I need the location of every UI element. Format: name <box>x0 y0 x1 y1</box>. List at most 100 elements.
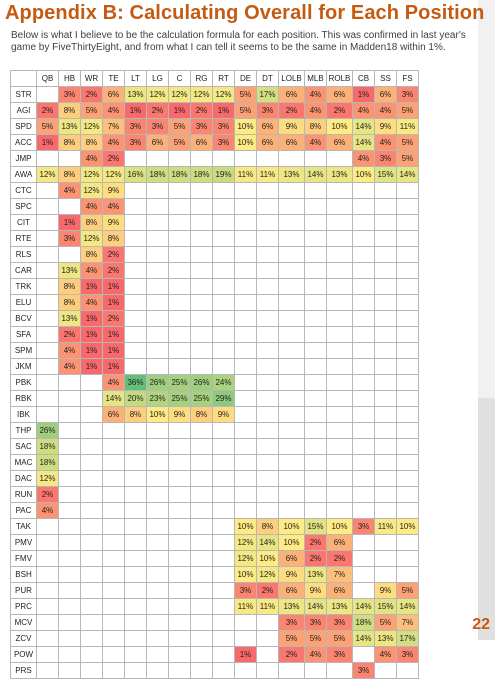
table-cell <box>190 214 213 231</box>
table-cell: 15% <box>374 598 397 615</box>
table-cell <box>190 550 213 567</box>
table-cell: 1% <box>80 358 103 375</box>
table-cell <box>234 358 257 375</box>
table-cell: 4% <box>304 646 327 663</box>
table-cell <box>146 182 169 199</box>
table-cell <box>304 470 327 487</box>
table-cell <box>58 502 81 519</box>
table-cell <box>304 150 327 167</box>
table-cell <box>374 406 397 423</box>
table-cell <box>80 614 103 631</box>
table-cell <box>168 598 191 615</box>
table-cell <box>146 502 169 519</box>
table-cell: 10% <box>234 118 257 135</box>
table-cell <box>36 262 59 279</box>
table-row: THP 26% <box>10 422 419 439</box>
table-cell <box>124 326 147 343</box>
table-cell <box>326 278 353 295</box>
table-cell: 6% <box>326 134 353 151</box>
table-cell <box>36 390 59 407</box>
table-cell: 3% <box>278 614 305 631</box>
table-cell: 14% <box>304 598 327 615</box>
table-cell: 10% <box>234 518 257 535</box>
table-cell <box>58 422 81 439</box>
table-cell: 3% <box>146 118 169 135</box>
table-cell: 4% <box>102 134 125 151</box>
table-row: RLS 8% 2% <box>10 246 419 263</box>
table-header-row: QB HB WR TE LT LG C RG RT DE DT LOLB MLB ROLB CB SS FS <box>10 70 419 87</box>
table-cell <box>124 438 147 455</box>
table-cell <box>234 198 257 215</box>
table-cell <box>146 294 169 311</box>
table-cell <box>168 534 191 551</box>
table-cell <box>58 598 81 615</box>
table-cell <box>326 486 353 503</box>
table-cell: 13% <box>124 86 147 103</box>
table-cell <box>58 614 81 631</box>
table-row: CIT 1% 8% 9% <box>10 214 419 231</box>
table-cell <box>234 182 257 199</box>
table-cell <box>352 646 375 663</box>
table-cell <box>396 662 419 679</box>
table-cell: 6% <box>190 134 213 151</box>
table-cell <box>190 326 213 343</box>
table-cell: 13% <box>374 630 397 647</box>
table-cell: 5% <box>304 630 327 647</box>
table-cell <box>124 630 147 647</box>
table-cell: 3% <box>58 86 81 103</box>
row-label: FMV <box>10 550 37 567</box>
table-cell <box>352 310 375 327</box>
table-cell <box>326 662 353 679</box>
row-label: POW <box>10 646 37 663</box>
table-cell <box>212 358 235 375</box>
table-cell <box>102 582 125 599</box>
row-label: PMV <box>10 534 37 551</box>
table-cell <box>396 246 419 263</box>
table-cell: 12% <box>190 86 213 103</box>
table-cell: 6% <box>278 582 305 599</box>
table-cell: 1% <box>102 342 125 359</box>
table-cell <box>102 438 125 455</box>
table-cell <box>190 534 213 551</box>
table-cell <box>396 470 419 487</box>
table-cell: 9% <box>102 182 125 199</box>
table-cell <box>212 534 235 551</box>
table-row: CAR 13% 4% 2% <box>10 262 419 279</box>
table-cell <box>146 566 169 583</box>
table-row: ELU 8% 4% 1% <box>10 294 419 311</box>
table-cell <box>256 502 279 519</box>
page-edge-band-lower <box>478 398 495 640</box>
table-cell <box>212 214 235 231</box>
table-cell <box>304 214 327 231</box>
table-cell: 14% <box>396 166 419 183</box>
table-cell: 3% <box>326 614 353 631</box>
table-cell <box>168 454 191 471</box>
table-cell <box>256 406 279 423</box>
table-cell <box>102 534 125 551</box>
table-cell <box>256 246 279 263</box>
table-cell <box>124 662 147 679</box>
table-cell <box>212 614 235 631</box>
table-cell <box>80 646 103 663</box>
table-cell: 4% <box>102 374 125 391</box>
table-cell <box>352 198 375 215</box>
table-cell: 8% <box>58 134 81 151</box>
table-cell <box>36 326 59 343</box>
table-cell <box>58 150 81 167</box>
table-cell: 8% <box>80 214 103 231</box>
table-cell <box>168 630 191 647</box>
table-cell: 2% <box>304 534 327 551</box>
table-cell: 1% <box>80 342 103 359</box>
table-cell <box>304 390 327 407</box>
column-header: DT <box>256 70 279 87</box>
table-cell <box>102 422 125 439</box>
table-cell: 8% <box>304 118 327 135</box>
table-cell <box>278 358 305 375</box>
table-cell <box>396 534 419 551</box>
table-cell: 5% <box>396 102 419 119</box>
table-cell <box>256 198 279 215</box>
table-cell <box>304 502 327 519</box>
table-cell <box>168 278 191 295</box>
table-cell: 13% <box>326 166 353 183</box>
table-cell: 12% <box>80 182 103 199</box>
